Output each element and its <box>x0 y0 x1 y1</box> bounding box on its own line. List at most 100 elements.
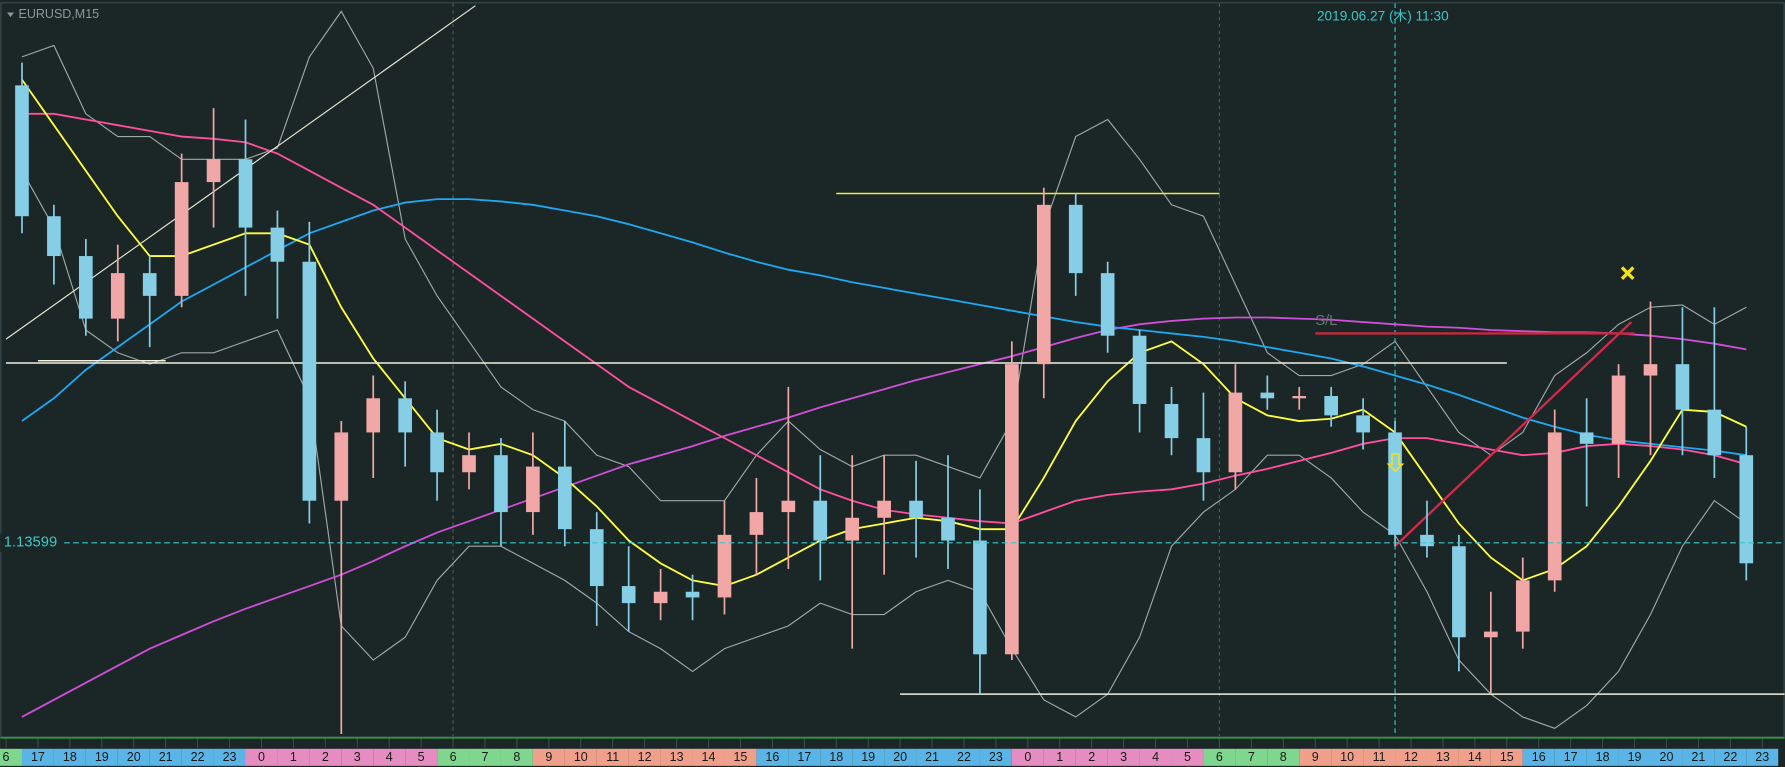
time-label-cell <box>1554 748 1587 766</box>
candle-body <box>142 273 157 296</box>
time-label: 7 <box>1248 750 1255 764</box>
candle-body <box>1228 392 1243 473</box>
candle-body <box>1356 415 1370 433</box>
time-label-cell <box>469 748 501 766</box>
time-label-cell <box>277 748 310 766</box>
time-label: 2 <box>1088 750 1095 764</box>
time-label-cell <box>724 748 757 766</box>
candle-body <box>1068 204 1083 274</box>
time-label-cell <box>916 748 948 766</box>
time-label-cell <box>1522 748 1555 766</box>
plot-border <box>0 2 1785 738</box>
candle-body <box>1260 392 1275 399</box>
time-label: 8 <box>513 750 520 764</box>
time-label-cell <box>213 748 246 766</box>
stop-loss-label: S/L <box>1315 313 1337 329</box>
time-label: 2 <box>322 750 329 764</box>
time-label: 23 <box>223 750 237 764</box>
time-label: 23 <box>1755 750 1769 764</box>
time-label-cell <box>1586 748 1619 766</box>
time-label: 17 <box>797 750 811 764</box>
candle-body <box>749 512 764 535</box>
time-label: 20 <box>893 750 907 764</box>
candle-body <box>1005 364 1019 655</box>
time-label: 19 <box>95 750 109 764</box>
candle-body <box>1643 364 1658 376</box>
plot-area: S/L 1.13599 <box>0 3 1785 737</box>
time-label-cell <box>53 748 86 766</box>
time-label: 17 <box>31 750 45 764</box>
time-label-cell <box>884 748 917 766</box>
candle-body <box>1196 438 1211 473</box>
cursor-time: 2019.06.27 (木) 11:30 <box>1317 9 1449 24</box>
candle-body <box>206 159 221 183</box>
time-label-cell <box>1363 748 1396 766</box>
time-label-cell <box>1267 748 1300 766</box>
candle-body <box>1611 375 1626 444</box>
time-label-cell <box>1458 748 1491 766</box>
time-label: 12 <box>1404 750 1418 764</box>
current-price-label: 1.13599 <box>4 535 57 551</box>
candle-body <box>589 529 604 587</box>
time-label: 16 <box>765 750 779 764</box>
time-label: 3 <box>354 750 361 764</box>
candle-body <box>1100 273 1115 336</box>
candle-body <box>47 216 61 257</box>
time-label-cell <box>1426 748 1459 766</box>
time-label-cell <box>181 748 214 766</box>
time-label-cell <box>564 748 597 766</box>
time-label: 19 <box>861 750 875 764</box>
time-label-cell <box>947 748 980 766</box>
time-label: 20 <box>127 750 141 764</box>
candle-body <box>685 591 700 598</box>
time-label-cell <box>405 748 438 766</box>
time-label-cell <box>1650 748 1683 766</box>
time-label: 0 <box>258 750 265 764</box>
candle-body <box>1579 432 1594 444</box>
time-label: 7 <box>482 750 489 764</box>
candle-body <box>398 398 412 433</box>
time-label-cell <box>1395 748 1427 766</box>
time-label-cell <box>149 748 182 766</box>
chart-title: EURUSD,M15 <box>19 7 100 21</box>
time-label-cell <box>21 748 54 766</box>
sell-signal-arrow <box>1386 453 1405 473</box>
time-label: 16 <box>1532 750 1546 764</box>
time-label: 0 <box>1024 750 1031 764</box>
candle-body <box>79 256 93 319</box>
time-label-cell <box>1107 748 1140 766</box>
time-label: 9 <box>545 750 552 764</box>
time-label-cell <box>309 748 342 766</box>
time-label: 22 <box>957 750 971 764</box>
candle-body <box>110 273 125 319</box>
candle-body <box>174 182 189 296</box>
time-label-cell <box>1011 748 1044 766</box>
candle-body <box>334 432 349 501</box>
time-label-cell <box>0 748 22 766</box>
menu-arrow <box>7 12 14 18</box>
time-label: 1 <box>290 750 297 764</box>
time-label: 8 <box>1280 750 1287 764</box>
time-label: 21 <box>159 750 173 764</box>
time-label-cell <box>437 748 470 766</box>
time-label: 21 <box>925 750 939 764</box>
time-label: 19 <box>1628 750 1642 764</box>
time-label: 11 <box>606 750 619 764</box>
time-label-cell <box>85 748 118 766</box>
candle-body <box>1292 396 1307 399</box>
time-label: 6 <box>1216 750 1223 764</box>
time-label: 17 <box>1564 750 1578 764</box>
candle-body <box>1547 432 1562 581</box>
candle-body <box>653 591 668 604</box>
time-label: 4 <box>386 750 393 764</box>
time-label-cell <box>852 748 885 766</box>
time-label: 6 <box>450 750 457 764</box>
time-label: 12 <box>638 750 652 764</box>
candle-body <box>1739 455 1754 564</box>
time-label-cell <box>245 748 278 766</box>
time-label: 9 <box>1312 750 1319 764</box>
candle-body <box>1484 631 1498 638</box>
candle-body <box>1132 335 1147 404</box>
